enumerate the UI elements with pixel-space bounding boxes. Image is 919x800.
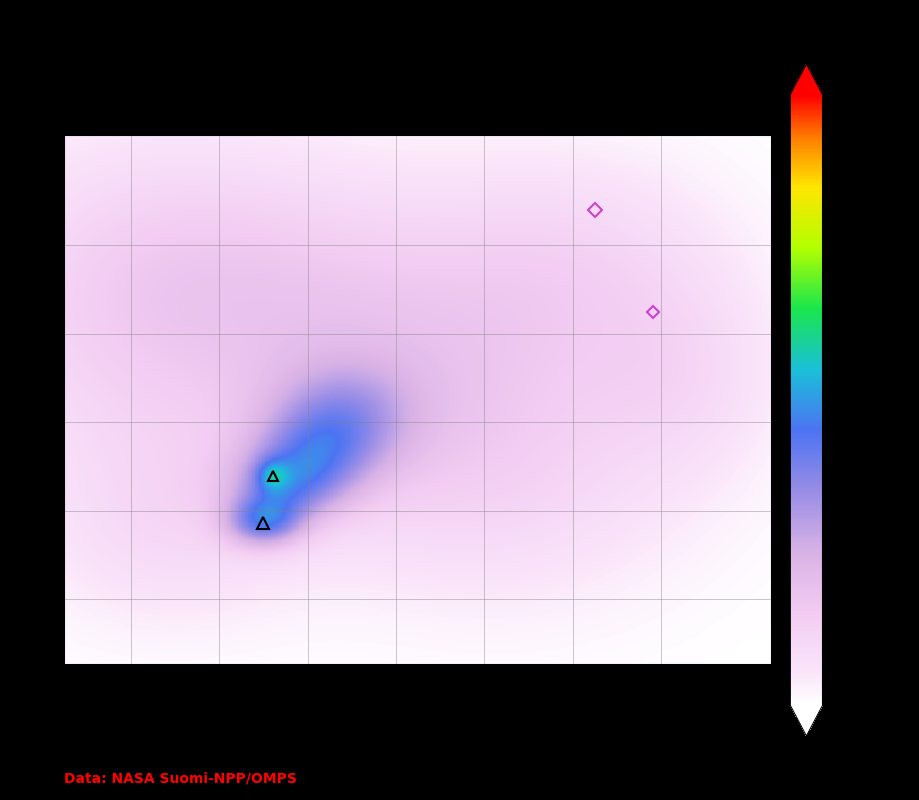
Text: Data: NASA Suomi-NPP/OMPS: Data: NASA Suomi-NPP/OMPS [64,771,297,786]
PathPatch shape [790,64,823,94]
PathPatch shape [790,706,823,736]
Text: Suomi NPP/OMPS - 07/19/2024 11:20-13:05 UT: Suomi NPP/OMPS - 07/19/2024 11:20-13:05 … [183,20,653,38]
Text: SO₂ mass: 0.002 kt; SO₂ max: 0.51 DU at lon: 15.60 lat: 38.16 ; 11:22UTC: SO₂ mass: 0.002 kt; SO₂ max: 0.51 DU at … [187,38,649,51]
Y-axis label: PCA SO₂ column TRM [DU]: PCA SO₂ column TRM [DU] [863,318,877,482]
